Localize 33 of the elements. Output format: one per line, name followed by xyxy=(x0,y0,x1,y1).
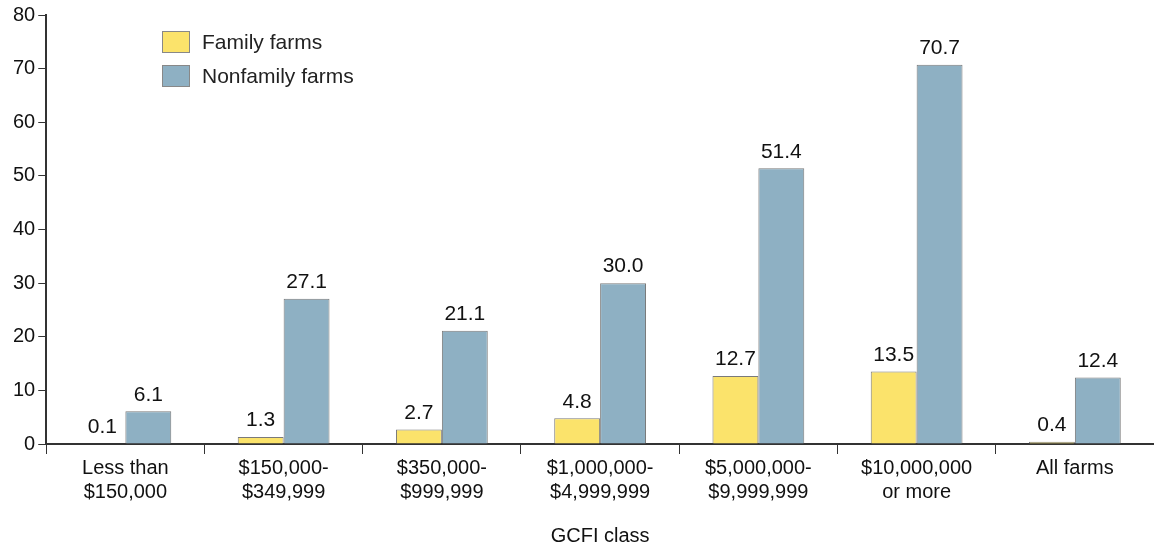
x-tick-label: $150,000- $349,999 xyxy=(238,455,329,502)
data-label: 12.4 xyxy=(1077,347,1119,371)
y-tick-label: 50 xyxy=(13,163,36,186)
data-label: 27.1 xyxy=(286,268,328,292)
x-tick-label: $5,000,000- $9,999,999 xyxy=(704,455,812,502)
x-tick-label: $1,000,000- $4,999,999 xyxy=(546,455,654,502)
data-label: 4.8 xyxy=(562,388,592,412)
data-label: 51.4 xyxy=(760,138,803,162)
data-label: 30.0 xyxy=(602,253,644,277)
y-tick-label: 80 xyxy=(13,2,36,25)
y-tick-label: 30 xyxy=(13,270,36,293)
data-label: 0.4 xyxy=(1037,412,1067,436)
y-tick-label: 0 xyxy=(24,431,36,454)
x-tick-label: All farms xyxy=(1035,455,1114,478)
data-label: 70.7 xyxy=(919,35,961,59)
data-label: 6.1 xyxy=(133,381,163,405)
x-tick-label: Less than $150,000 xyxy=(82,455,169,502)
data-label: 12.7 xyxy=(714,346,756,370)
y-tick-label: 40 xyxy=(13,217,36,240)
y-tick-label: 20 xyxy=(13,324,36,347)
data-label: 1.3 xyxy=(246,407,276,431)
x-tick-label: $350,000- $999,999 xyxy=(396,455,487,502)
data-label: 21.1 xyxy=(444,301,486,325)
y-tick-label: 10 xyxy=(13,377,36,400)
legend-label: Nonfamily farms xyxy=(202,64,354,88)
x-tick-label: $10,000,000 or more xyxy=(861,455,973,502)
y-tick-label: 70 xyxy=(13,56,36,79)
data-label: 0.1 xyxy=(87,413,118,437)
y-tick-label: 60 xyxy=(13,109,36,132)
x-axis-title: GCFI class xyxy=(550,523,650,546)
data-label: 13.5 xyxy=(873,341,915,365)
legend-label: Family farms xyxy=(202,30,323,54)
data-label: 2.7 xyxy=(404,399,434,423)
